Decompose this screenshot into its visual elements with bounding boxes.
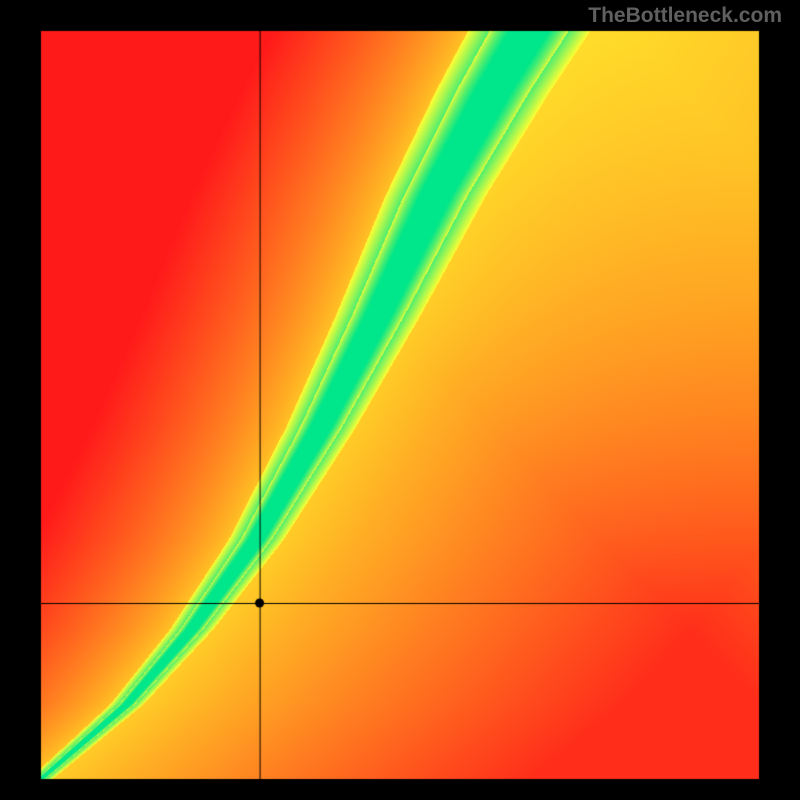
watermark-text: TheBottleneck.com [588, 4, 782, 28]
chart-container: TheBottleneck.com [0, 0, 800, 800]
heatmap-canvas [0, 0, 800, 800]
